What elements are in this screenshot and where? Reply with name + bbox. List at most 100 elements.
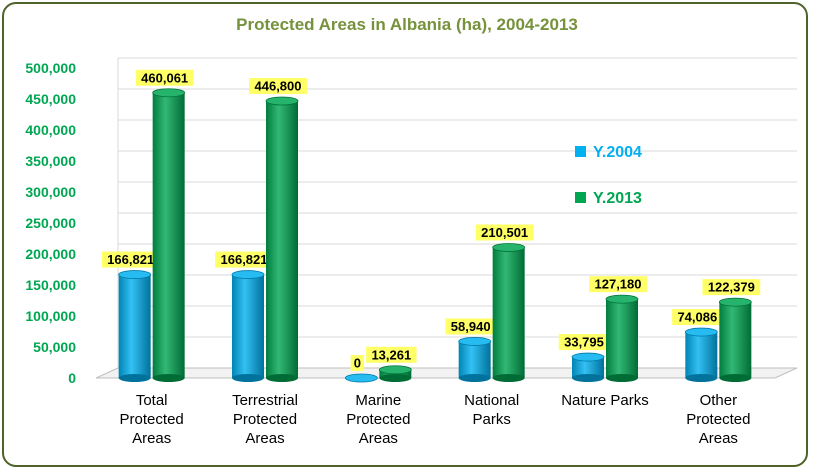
- bar-Y.2004-2: [344, 373, 378, 383]
- y-tick-label: 150,000: [25, 277, 76, 293]
- data-label: 33,795: [558, 334, 610, 351]
- bar-top: [344, 373, 378, 383]
- data-label-bg: [249, 77, 307, 94]
- category-label: Total Protected Areas: [120, 392, 184, 447]
- bar-Y.2004-3: [458, 337, 492, 382]
- y-tick-label: 500,000: [25, 60, 76, 76]
- data-label: 127,180: [589, 276, 647, 293]
- bar-base: [685, 374, 718, 382]
- x-axis: Total Protected Areas Terrestrial Protected A…: [120, 392, 751, 447]
- bar-Y.2013-5: [718, 297, 752, 382]
- bar-Y.2013-3: [492, 243, 526, 382]
- category-label: Terrestrial Protected Areas: [232, 392, 298, 447]
- data-label-text: 210,501: [481, 225, 528, 240]
- bar-base: [458, 374, 491, 382]
- data-label: 58,940: [445, 318, 496, 335]
- data-label-bg: [558, 334, 610, 351]
- bar-top: [605, 294, 639, 304]
- category-label: National Parks: [464, 392, 519, 428]
- data-label-text: 58,940: [451, 319, 491, 334]
- bar-body: [719, 302, 752, 378]
- category-label: Marine Protected Areas: [346, 392, 410, 447]
- bar-body: [232, 274, 264, 378]
- bar-body: [118, 274, 151, 378]
- data-label-text: 33,795: [564, 335, 604, 350]
- data-label-text: 0: [354, 356, 361, 371]
- data-label: 122,379: [702, 279, 761, 296]
- category-label: Nature Parks: [561, 392, 649, 409]
- data-label-bg: [475, 224, 534, 241]
- data-label-text: 122,379: [708, 280, 755, 295]
- bar-Y.2004-0: [118, 270, 152, 382]
- category-label: Other Protected Areas: [686, 392, 750, 447]
- legend: Y.2004 Y.2013: [575, 144, 642, 207]
- data-label-text: 166,821: [221, 252, 268, 267]
- bar-Y.2013-2: [378, 365, 412, 382]
- bar-top: [492, 243, 526, 252]
- bar-top: [718, 297, 752, 307]
- data-label: 0: [350, 355, 365, 371]
- y-tick-label: 250,000: [25, 215, 76, 231]
- bar-body: [152, 92, 185, 378]
- bar-body: [572, 357, 604, 378]
- data-label-text: 446,800: [255, 78, 302, 93]
- bar-Y.2013-1: [265, 96, 299, 382]
- bar-Y.2013-4: [605, 294, 639, 382]
- y-tick-label: 400,000: [25, 122, 76, 138]
- data-label-text: 13,261: [371, 347, 411, 362]
- bar-base: [118, 374, 151, 382]
- bar-base: [232, 374, 264, 382]
- legend-label: Y.2004: [593, 144, 642, 161]
- legend-swatch: [575, 192, 586, 203]
- bar-body: [266, 100, 298, 378]
- bar-base: [266, 374, 298, 382]
- bar-base: [606, 374, 638, 382]
- data-label-text: 127,180: [595, 277, 642, 292]
- data-label: 74,086: [672, 309, 723, 326]
- data-label-text: 74,086: [677, 310, 717, 325]
- data-label-bg: [101, 251, 160, 268]
- bar-base: [492, 374, 525, 382]
- bar-top: [265, 96, 299, 106]
- bar-Y.2013-0: [152, 88, 186, 382]
- bar-top: [231, 270, 265, 279]
- bar-Y.2004-4: [571, 352, 605, 382]
- bar-top: [152, 88, 186, 98]
- data-label-bg: [366, 346, 417, 363]
- data-label-bg: [672, 309, 723, 326]
- data-label: 13,261: [366, 346, 417, 363]
- bar-body: [492, 247, 525, 378]
- bars: 166,821 460,061 166,821 446,800 0 13,261 58,94…: [101, 69, 761, 383]
- data-label: 210,501: [475, 224, 534, 241]
- data-label: 166,821: [101, 251, 160, 268]
- y-tick-label: 300,000: [25, 184, 76, 200]
- bar-Y.2004-5: [684, 327, 718, 382]
- y-tick-label: 0: [68, 370, 76, 386]
- legend-swatch: [575, 146, 586, 157]
- data-label-bg: [215, 251, 273, 268]
- bar-base: [152, 374, 185, 382]
- bar-base: [379, 374, 412, 382]
- y-axis: 0 50,000 100,000 150,000 200,000 250,000 300,0…: [25, 60, 76, 386]
- bar-top: [378, 365, 412, 375]
- bar-top: [571, 352, 605, 362]
- y-tick-label: 50,000: [33, 339, 76, 355]
- chart-title: Protected Areas in Albania (ha), 2004-20…: [236, 15, 578, 34]
- data-label: 166,821: [215, 251, 273, 268]
- bar-Y.2004-1: [231, 270, 265, 382]
- data-label-bg: [135, 69, 194, 86]
- data-label-bg: [702, 279, 761, 296]
- data-label: 460,061: [135, 69, 194, 86]
- bar-body: [458, 341, 491, 378]
- y-tick-label: 200,000: [25, 246, 76, 262]
- data-label-bg: [445, 318, 496, 335]
- data-label-bg: [589, 276, 647, 293]
- bar-top: [458, 337, 492, 346]
- y-tick-label: 350,000: [25, 153, 76, 169]
- data-label-text: 460,061: [141, 70, 188, 85]
- data-label-bg: [350, 355, 365, 371]
- bar-base: [719, 374, 752, 382]
- bar-body: [685, 332, 718, 378]
- data-label: 446,800: [249, 77, 307, 94]
